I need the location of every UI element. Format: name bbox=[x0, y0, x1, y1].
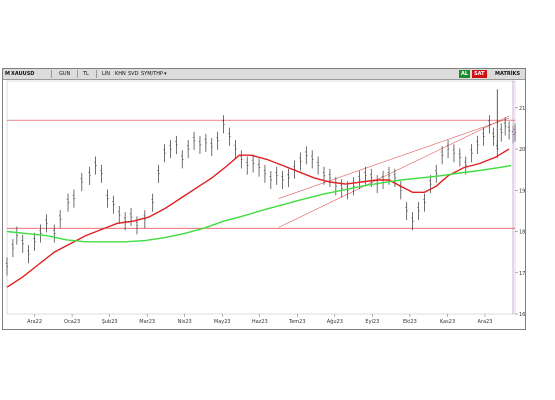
y-tick-label: 1700 bbox=[519, 271, 525, 277]
toolbar-divider bbox=[96, 70, 97, 78]
chart-window: M XAUUSD GUN TL LIN KHN SVD SYM/THP ▾ AL… bbox=[2, 68, 526, 330]
y-tick-label: 2100 bbox=[519, 106, 525, 112]
chevron-down-icon[interactable]: ▾ bbox=[164, 71, 167, 77]
x-tick-label: Ara22 bbox=[27, 319, 42, 325]
plot-area bbox=[6, 80, 516, 315]
x-tick-label: Ağu23 bbox=[327, 318, 343, 325]
toolbar-divider bbox=[51, 70, 52, 78]
toolbar-divider bbox=[77, 70, 78, 78]
menu-sym-thp[interactable]: SYM/THP bbox=[141, 71, 164, 77]
trendline bbox=[278, 115, 510, 228]
symbol-field[interactable]: XAUUSD bbox=[11, 71, 35, 77]
period-selector[interactable]: GUN bbox=[59, 71, 71, 77]
x-tick-label: Kas23 bbox=[440, 319, 455, 325]
y-tick-label: 1600 bbox=[519, 312, 525, 318]
sell-button[interactable]: SAT bbox=[472, 70, 487, 78]
x-tick-label: Oca23 bbox=[64, 319, 80, 325]
x-tick-label: Mar23 bbox=[139, 319, 155, 325]
x-tick-label: Tem23 bbox=[288, 319, 306, 325]
trendline bbox=[278, 117, 510, 199]
x-tick-label: Şub23 bbox=[102, 319, 118, 325]
x-tick-label: Nis23 bbox=[178, 319, 192, 325]
brand-label: MATRİKS bbox=[495, 71, 521, 77]
buy-button[interactable]: AL bbox=[459, 70, 471, 78]
x-tick-label: Eki23 bbox=[403, 319, 417, 325]
x-tick-label: Ara23 bbox=[478, 319, 493, 325]
y-tick-label: 2000 bbox=[519, 147, 525, 153]
currency-selector[interactable]: TL bbox=[83, 71, 89, 77]
x-tick-label: Haz23 bbox=[252, 319, 268, 325]
y-tick-label: 1800 bbox=[519, 230, 525, 236]
moving-average-line bbox=[6, 164, 512, 243]
menu-icon[interactable]: M bbox=[5, 71, 10, 77]
chart-toolbar: M XAUUSD GUN TL LIN KHN SVD SYM/THP ▾ AL… bbox=[3, 69, 525, 80]
moving-average-line bbox=[6, 148, 510, 288]
price-chart[interactable]: 1600 1700 1800 1900 2000 2100 Ara22 Oca23 Şub23 M… bbox=[3, 69, 525, 329]
menu-svd[interactable]: SVD bbox=[128, 71, 139, 77]
x-tick-label: May23 bbox=[214, 319, 231, 325]
menu-lin[interactable]: LIN bbox=[102, 71, 111, 77]
menu-khn[interactable]: KHN bbox=[115, 71, 126, 77]
y-tick-label: 1900 bbox=[519, 188, 525, 194]
x-tick-label: Eyl23 bbox=[365, 319, 379, 325]
